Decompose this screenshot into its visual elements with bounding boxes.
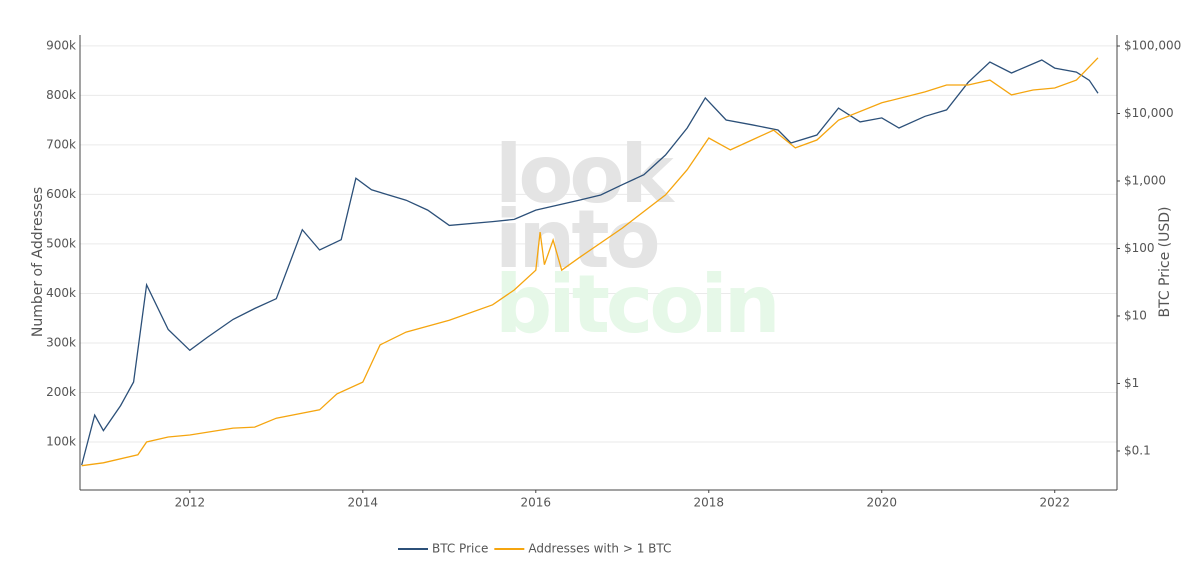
y-tick-label: 600k xyxy=(46,187,76,201)
y-tick-label: 900k xyxy=(46,38,76,52)
legend-label: Addresses with > 1 BTC xyxy=(528,542,671,556)
y-tick-label: 500k xyxy=(46,236,76,250)
y-tick-label: 800k xyxy=(46,88,76,102)
x-tick-label: 2014 xyxy=(348,496,379,510)
y2-tick-label: $0.1 xyxy=(1124,443,1151,457)
watermark: into xyxy=(495,193,658,286)
y2-tick-label: $1 xyxy=(1124,376,1139,390)
x-tick-label: 2012 xyxy=(175,496,206,510)
y-tick-label: 700k xyxy=(46,137,76,151)
x-tick-label: 2018 xyxy=(693,496,724,510)
y-tick-label: 200k xyxy=(46,385,76,399)
y2-tick-label: $10,000 xyxy=(1124,106,1174,120)
y2-tick-label: $100,000 xyxy=(1124,38,1181,52)
y-axis-title: Number of Addresses xyxy=(30,187,46,337)
y-tick-label: 300k xyxy=(46,335,76,349)
x-tick-label: 2020 xyxy=(866,496,897,510)
watermark: look xyxy=(495,128,675,221)
y2-axis-title: BTC Price (USD) xyxy=(1157,206,1173,317)
legend-label: BTC Price xyxy=(432,542,488,556)
y2-tick-label: $100 xyxy=(1124,241,1155,255)
y-tick-label: 100k xyxy=(46,434,76,448)
legend: BTC Price Addresses with > 1 BTC xyxy=(398,542,671,556)
y2-tick-label: $10 xyxy=(1124,308,1147,322)
y-tick-label: 400k xyxy=(46,286,76,300)
y2-tick-label: $1,000 xyxy=(1124,173,1166,187)
x-tick-label: 2016 xyxy=(521,496,552,510)
series-line xyxy=(81,57,1099,467)
x-tick-label: 2022 xyxy=(1039,496,1070,510)
watermark: bitcoin xyxy=(495,258,777,351)
series-line xyxy=(81,59,1099,466)
